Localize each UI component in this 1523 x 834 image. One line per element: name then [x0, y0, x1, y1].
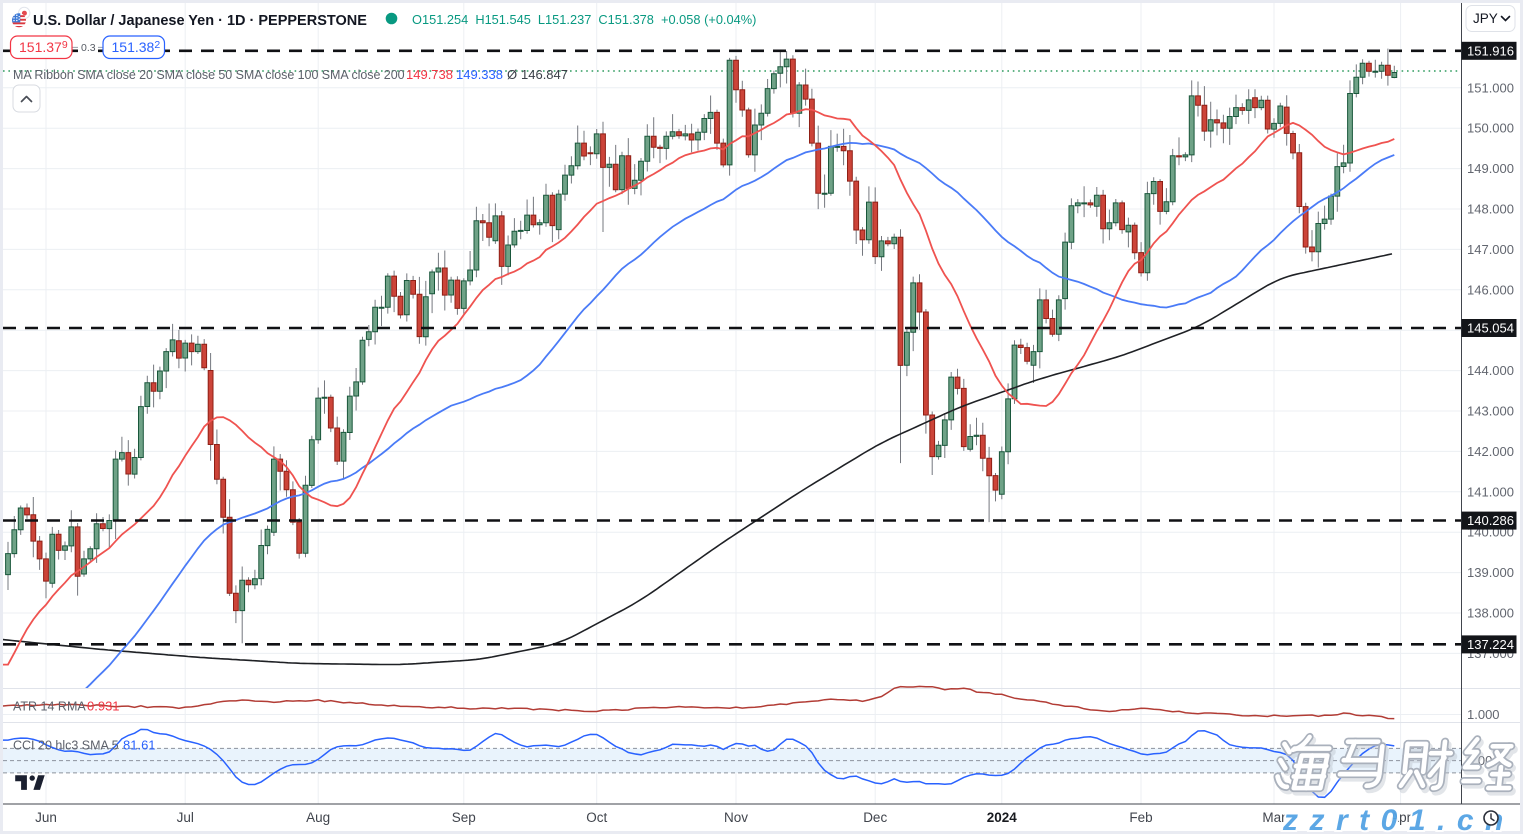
- svg-text:Feb: Feb: [1129, 810, 1152, 825]
- svg-text:U.S. Dollar / Japanese Yen · 1: U.S. Dollar / Japanese Yen · 1D · PEPPER…: [33, 13, 367, 29]
- svg-text:138.000: 138.000: [1467, 606, 1514, 621]
- svg-text:143.000: 143.000: [1467, 404, 1514, 419]
- svg-text:Mar: Mar: [1262, 810, 1286, 825]
- svg-text:MA Ribbon SMA close 20 SMA clo: MA Ribbon SMA close 20 SMA close 50 SMA …: [13, 68, 405, 82]
- svg-text:JPY: JPY: [1473, 11, 1498, 26]
- svg-text:Apr: Apr: [1390, 810, 1412, 825]
- svg-text:Ø: Ø: [507, 67, 517, 82]
- svg-text:ATR 14 RMA: ATR 14 RMA: [13, 700, 86, 714]
- svg-text:81.61: 81.61: [123, 738, 156, 753]
- svg-text:Aug: Aug: [306, 810, 330, 825]
- svg-text:149.338: 149.338: [456, 67, 503, 82]
- svg-text:144.000: 144.000: [1467, 363, 1514, 378]
- svg-text:1.000: 1.000: [1467, 707, 1500, 722]
- svg-text:O151.254 H151.545 L151.237: O151.254 H151.545 L151.237 C151.378 +0.0…: [412, 12, 756, 27]
- svg-text:148.000: 148.000: [1467, 202, 1514, 217]
- svg-text:CCI 20 hlc3 SMA 5: CCI 20 hlc3 SMA 5: [13, 739, 119, 753]
- svg-text:2024: 2024: [987, 810, 1018, 825]
- svg-text:0.931: 0.931: [87, 699, 120, 714]
- svg-text:Nov: Nov: [724, 810, 748, 825]
- svg-text:Jun: Jun: [35, 810, 57, 825]
- svg-text:145.054: 145.054: [1467, 321, 1514, 336]
- svg-text:151.379: 151.379: [19, 39, 68, 55]
- svg-text:151.000: 151.000: [1467, 80, 1514, 95]
- svg-text:zzrt01.cn: zzrt01.cn: [1282, 804, 1515, 834]
- svg-text:Dec: Dec: [863, 810, 887, 825]
- svg-text:Jul: Jul: [177, 810, 194, 825]
- svg-text:142.000: 142.000: [1467, 444, 1514, 459]
- svg-text:137.224: 137.224: [1467, 637, 1514, 652]
- svg-text:139.000: 139.000: [1467, 565, 1514, 580]
- svg-text:147.000: 147.000: [1467, 242, 1514, 257]
- svg-text:146.847: 146.847: [521, 67, 568, 82]
- svg-text:0.3: 0.3: [81, 42, 96, 54]
- svg-text:Oct: Oct: [586, 810, 607, 825]
- svg-text:151.916: 151.916: [1467, 43, 1514, 58]
- svg-text:141.000: 141.000: [1467, 484, 1514, 499]
- svg-text:149.738: 149.738: [406, 67, 453, 82]
- svg-text:149.000: 149.000: [1467, 161, 1514, 176]
- svg-text:151.382: 151.382: [112, 39, 161, 55]
- svg-text:146.000: 146.000: [1467, 282, 1514, 297]
- svg-text:150.000: 150.000: [1467, 121, 1514, 136]
- svg-text:140.286: 140.286: [1467, 513, 1514, 528]
- svg-text:Sep: Sep: [452, 810, 476, 825]
